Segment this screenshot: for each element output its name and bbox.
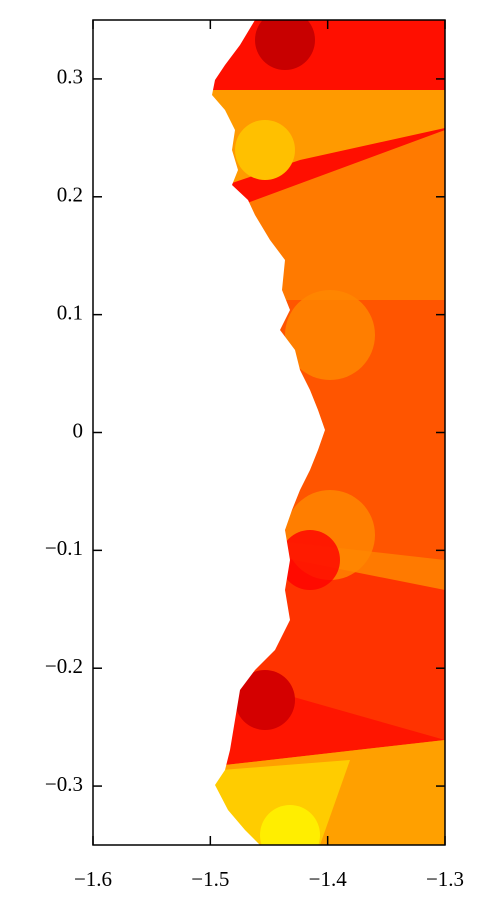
- y-tick-label: 0.1: [57, 300, 83, 324]
- y-tick-label: 0: [73, 418, 84, 442]
- y-tick-label: 0.2: [57, 183, 83, 207]
- y-tick-label: −0.2: [45, 654, 83, 678]
- y-tick-label: −0.1: [45, 536, 83, 560]
- y-tick-label: 0.3: [57, 65, 83, 89]
- y-tick-label: −0.3: [45, 772, 83, 796]
- fractal-image: [93, 20, 445, 845]
- x-tick-label: −1.3: [426, 867, 464, 891]
- x-tick-label: −1.4: [309, 867, 348, 891]
- x-tick-label: −1.5: [191, 867, 229, 891]
- x-tick-label: −1.6: [74, 867, 112, 891]
